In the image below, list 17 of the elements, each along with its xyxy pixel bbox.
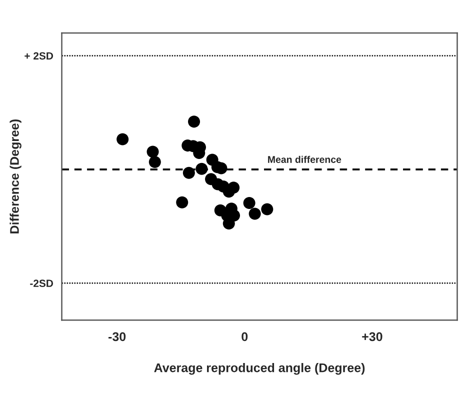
- point: [228, 182, 240, 194]
- point: [261, 203, 274, 216]
- x-tick-label: -30: [108, 332, 126, 342]
- point: [248, 208, 261, 220]
- x-tick-label: +30: [362, 332, 382, 342]
- y-tick-label: + 2SD: [24, 52, 54, 60]
- point: [243, 196, 256, 209]
- y-tick-label: -2SD: [30, 280, 54, 288]
- y-axis-title: Difference (Degree): [10, 120, 22, 234]
- x-tick-label: 0: [242, 332, 248, 342]
- point: [188, 116, 200, 128]
- point: [116, 133, 129, 146]
- point: [176, 196, 188, 208]
- point: [146, 146, 159, 158]
- ref-line-label: Mean difference: [268, 156, 342, 163]
- x-axis-title: Average reproduced angle (Degree): [154, 363, 365, 375]
- point: [148, 156, 161, 168]
